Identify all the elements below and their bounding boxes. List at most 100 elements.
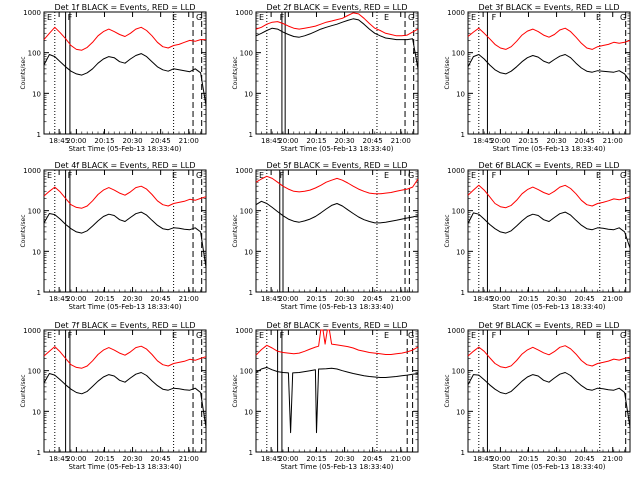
x-axis-label: Start Time (05-Feb-13 18:33:40) (68, 303, 181, 311)
y-tick-label: 10 (456, 408, 465, 416)
x-tick-label: 20:30 (546, 295, 566, 303)
plot-frame (467, 11, 631, 135)
x-tick-label: 20:30 (334, 295, 354, 303)
x-tick-label: 20:30 (334, 455, 354, 463)
y-tick-label: 1000 (447, 9, 465, 17)
y-tick-label: 1 (249, 289, 253, 297)
y-tick-label: 1000 (447, 327, 465, 335)
x-tick-label: 21:00 (179, 137, 199, 145)
corner-label: E (471, 331, 476, 340)
y-tick-label: 1 (249, 131, 253, 139)
y-axis-label: Counts/sec (20, 214, 27, 247)
x-tick-label: 20:15 (518, 295, 538, 303)
x-tick-label: 18:45 (261, 455, 281, 463)
corner-label: F (492, 171, 497, 180)
series-line-red (43, 345, 207, 369)
x-tick-label: 18:45 (49, 295, 69, 303)
x-tick-label: 20:00 (66, 137, 86, 145)
corner-label: E (471, 171, 476, 180)
y-tick-label: 10 (32, 90, 41, 98)
x-tick-label: 21:00 (603, 455, 623, 463)
x-tick-label: 20:15 (94, 137, 114, 145)
series-line-red (43, 185, 207, 209)
y-axis-label: Counts/sec (444, 56, 451, 89)
x-tick-label: 20:15 (94, 295, 114, 303)
chart-title: Det 2f BLACK = Events, RED = LLD (266, 3, 407, 12)
corner-label: E (596, 13, 601, 22)
y-tick-label: 10 (244, 248, 253, 256)
corner-label: F (280, 331, 285, 340)
corner-label: E (47, 13, 52, 22)
chart-panel-6: Det 6f BLACK = Events, RED = LLD 1 10 100 10… (444, 161, 631, 311)
x-axis-label: Start Time (05-Feb-13 18:33:40) (280, 463, 393, 471)
chart-title: Det 6f BLACK = Events, RED = LLD (478, 161, 619, 170)
x-axis-label: Start Time (05-Feb-13 18:33:40) (492, 303, 605, 311)
x-tick-label: 18:45 (473, 295, 493, 303)
y-tick-label: 100 (452, 208, 465, 216)
series-line-black (255, 200, 419, 224)
corner-label: E (384, 13, 389, 22)
corner-label: E (172, 13, 177, 22)
y-tick-label: 1000 (23, 9, 41, 17)
x-tick-label: 21:00 (179, 295, 199, 303)
x-tick-label: 20:30 (546, 137, 566, 145)
x-tick-label: 20:45 (575, 455, 595, 463)
x-tick-label: 21:00 (603, 295, 623, 303)
x-tick-label: 20:45 (151, 295, 171, 303)
x-tick-label: 20:15 (518, 137, 538, 145)
x-tick-label: 20:00 (278, 455, 298, 463)
x-tick-label: 21:00 (603, 137, 623, 145)
chart-panel-1: Det 1f BLACK = Events, RED = LLD 1 10 100 10… (20, 3, 207, 153)
y-tick-label: 10 (32, 248, 41, 256)
x-axis-label: Start Time (05-Feb-13 18:33:40) (280, 145, 393, 153)
x-tick-label: 20:15 (518, 455, 538, 463)
chart-panel-8: Det 8f BLACK = Events, RED = LLD 1 10 100 10… (232, 321, 419, 471)
chart-panel-2: Det 2f BLACK = Events, RED = LLD 1 10 100 10… (232, 3, 419, 153)
y-tick-label: 1 (37, 131, 41, 139)
x-tick-label: 20:30 (122, 137, 142, 145)
x-tick-label: 20:15 (306, 295, 326, 303)
y-tick-label: 1 (37, 449, 41, 457)
corner-label: E (471, 13, 476, 22)
x-tick-label: 21:00 (179, 455, 199, 463)
corner-label: E (47, 171, 52, 180)
y-tick-label: 1 (461, 289, 465, 297)
y-tick-label: 100 (28, 368, 41, 376)
plot-frame (43, 329, 207, 453)
corner-label: E (259, 13, 264, 22)
plot-frame (43, 169, 207, 293)
chart-title: Det 4f BLACK = Events, RED = LLD (54, 161, 195, 170)
series-line-red (43, 26, 206, 51)
series-line-red (255, 329, 419, 356)
x-tick-label: 20:45 (575, 137, 595, 145)
y-axis-label: Counts/sec (20, 56, 27, 89)
corner-label: G (408, 171, 414, 180)
plot-frame (467, 329, 631, 453)
y-tick-label: 100 (452, 50, 465, 58)
series-line-black (43, 372, 207, 428)
x-axis-label: Start Time (05-Feb-13 18:33:40) (280, 303, 393, 311)
y-tick-label: 1 (461, 449, 465, 457)
y-tick-label: 10 (456, 248, 465, 256)
corner-label: E (47, 331, 52, 340)
corner-label: E (172, 171, 177, 180)
series-line-red (467, 345, 631, 369)
y-axis-label: Counts/sec (20, 374, 27, 407)
x-tick-label: 20:30 (122, 295, 142, 303)
x-tick-label: 20:45 (363, 455, 383, 463)
x-tick-label: 20:30 (546, 455, 566, 463)
chart-panel-5: Det 5f BLACK = Events, RED = LLD 1 10 100 10… (232, 161, 419, 311)
x-axis-label: Start Time (05-Feb-13 18:33:40) (492, 145, 605, 153)
x-tick-label: 20:45 (363, 295, 383, 303)
corner-label: F (68, 171, 73, 180)
x-tick-label: 20:00 (490, 137, 510, 145)
x-tick-label: 20:15 (94, 455, 114, 463)
y-tick-label: 10 (244, 90, 253, 98)
corner-label: F (492, 13, 497, 22)
x-tick-label: 20:45 (363, 137, 383, 145)
corner-label: F (280, 13, 285, 22)
corner-label: F (280, 171, 285, 180)
corner-label: G (196, 171, 202, 180)
x-tick-label: 20:15 (306, 455, 326, 463)
